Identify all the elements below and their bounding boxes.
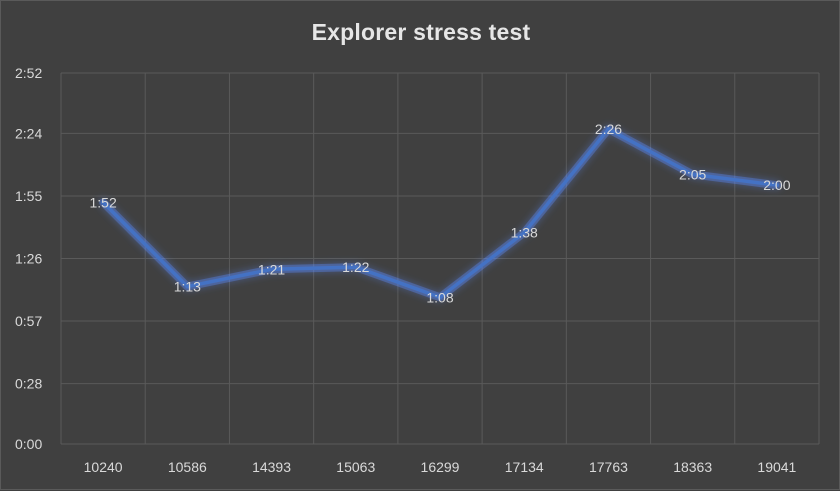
- chart-title: Explorer stress test: [311, 19, 531, 45]
- x-tick-label: 19041: [757, 459, 796, 475]
- x-tick-label: 17763: [589, 459, 628, 475]
- series-line: [101, 127, 779, 300]
- data-point: [185, 284, 190, 289]
- data-point: [353, 265, 358, 270]
- y-tick-label: 0:00: [15, 436, 42, 452]
- x-tick-label: 16299: [421, 459, 460, 475]
- y-tick-label: 0:28: [15, 376, 42, 392]
- x-tick-label: 10586: [168, 459, 207, 475]
- x-tick-label: 15063: [336, 459, 375, 475]
- series-line-glow: [99, 125, 781, 302]
- data-labels: 1:52 1:13 1:21 1:22 1:08 1:38 2:26 2:05 2:00: [89, 121, 790, 305]
- y-axis-tick-labels: 0:00 0:28 0:57 1:26 1:55 2:24 2:52: [15, 65, 42, 452]
- data-point: [522, 230, 527, 235]
- x-tick-label: 17134: [505, 459, 544, 475]
- x-tick-label: 18363: [673, 459, 712, 475]
- y-tick-label: 1:55: [15, 188, 42, 204]
- data-label: 1:22: [342, 259, 369, 275]
- y-tick-label: 2:52: [15, 65, 42, 81]
- data-point: [438, 295, 442, 300]
- data-label: 1:52: [89, 194, 116, 210]
- data-label: 2:05: [679, 166, 706, 182]
- data-point: [690, 172, 695, 177]
- data-label: 1:21: [258, 261, 285, 277]
- x-tick-label: 14393: [252, 459, 291, 475]
- y-tick-label: 1:26: [15, 251, 42, 267]
- grid-lines: [60, 72, 820, 445]
- data-point: [606, 127, 611, 132]
- y-tick-label: 0:57: [15, 313, 42, 329]
- y-tick-label: 2:24: [15, 125, 42, 141]
- data-label: 2:00: [763, 177, 790, 193]
- x-axis-tick-labels: 10240 10586 14393 15063 16299 17134 17763 18363…: [84, 459, 797, 475]
- data-point: [269, 267, 274, 272]
- data-label: 1:13: [174, 279, 201, 295]
- data-label: 1:08: [426, 289, 453, 305]
- data-label: 1:38: [511, 225, 538, 241]
- data-label: 2:26: [595, 121, 622, 137]
- data-point: [774, 183, 779, 188]
- x-tick-label: 10240: [84, 459, 123, 475]
- series-line-group: [99, 125, 781, 302]
- data-point: [101, 200, 106, 205]
